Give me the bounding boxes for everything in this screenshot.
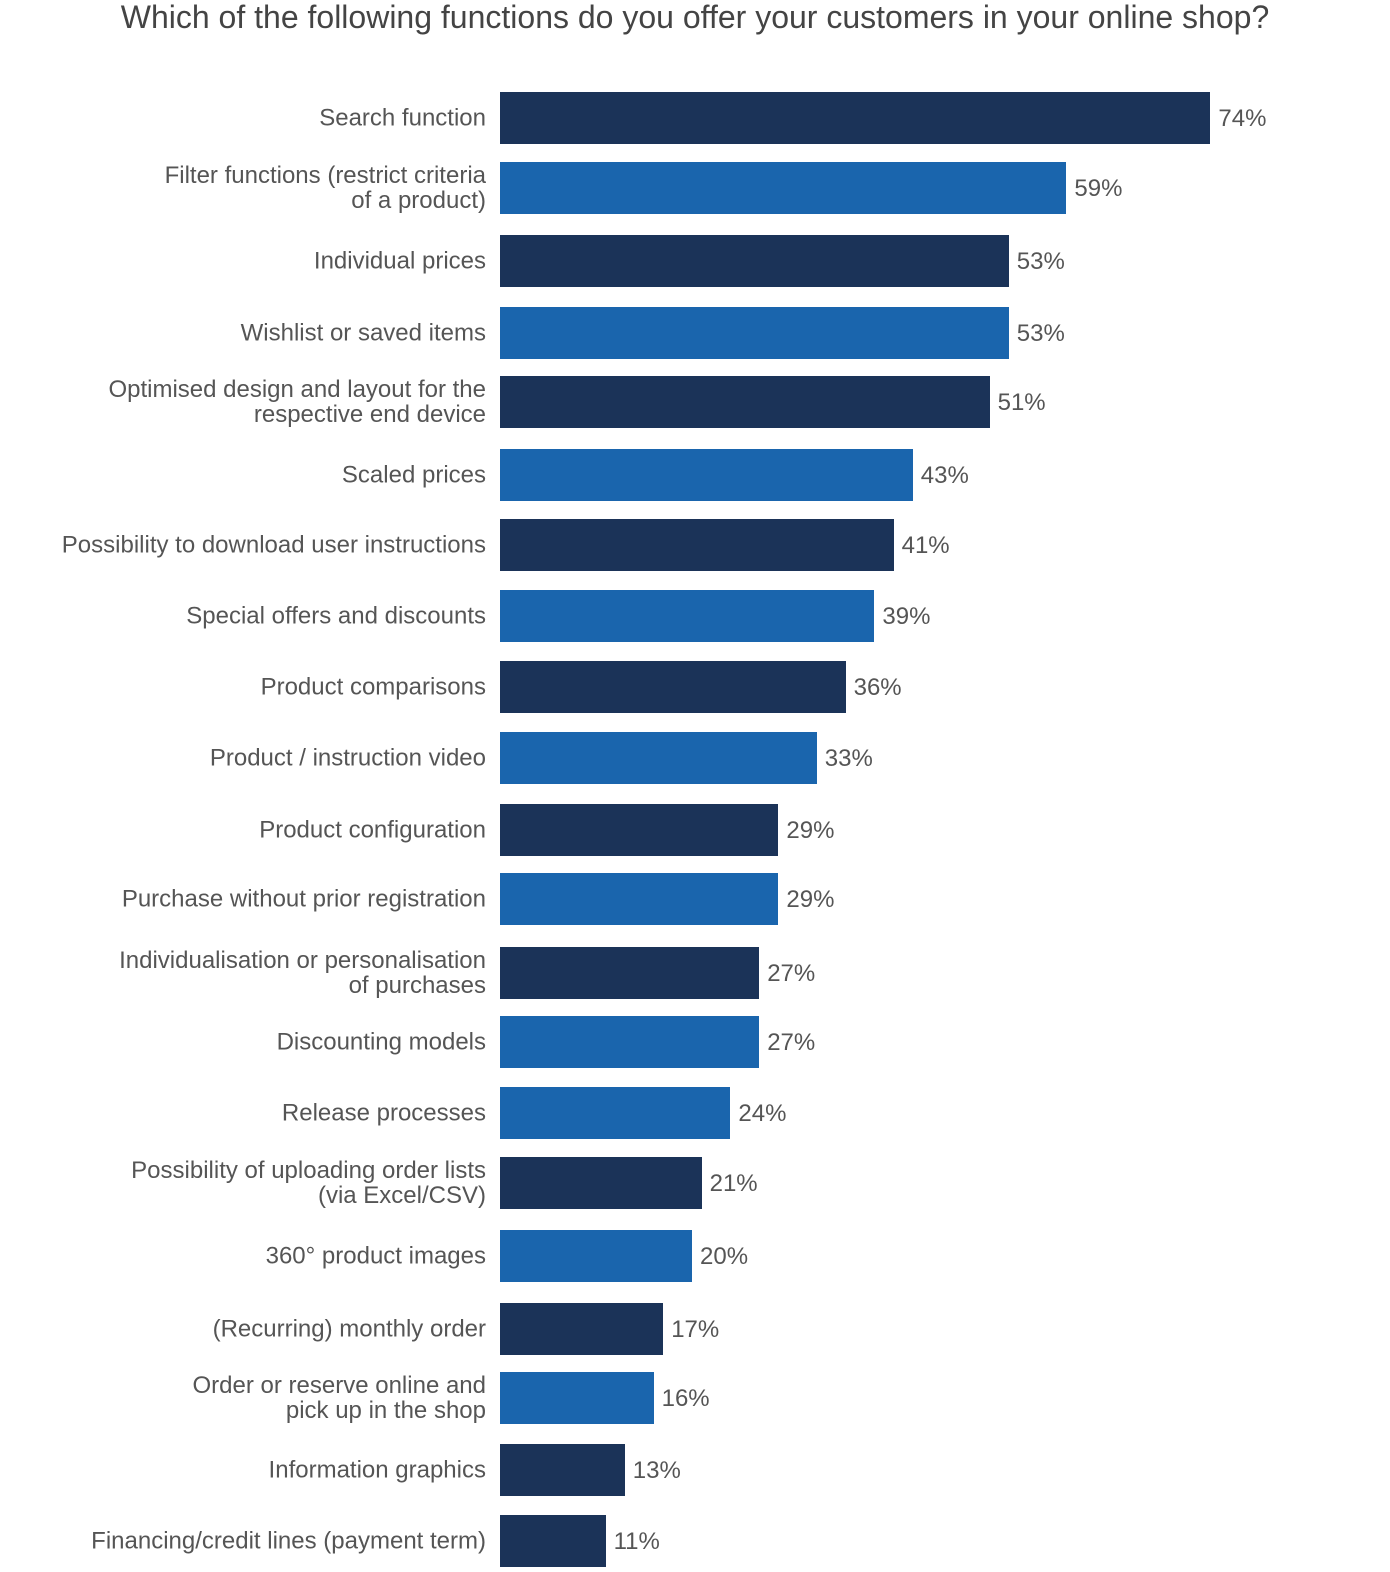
bar [500, 590, 875, 642]
category-label: Product / instruction video [209, 744, 486, 772]
bar [500, 449, 913, 501]
category-label: Scaled prices [341, 461, 486, 489]
category-label: Possibility to download user instruction… [61, 531, 486, 559]
value-label: 59% [1074, 175, 1123, 202]
bar [500, 235, 1009, 287]
category-label: Optimised design and layout for the resp… [108, 376, 486, 428]
category-label: Discounting models [276, 1028, 486, 1056]
value-label: 39% [882, 603, 931, 630]
value-label: 13% [632, 1457, 681, 1484]
category-label: 360° product images [265, 1242, 486, 1270]
bar [500, 804, 779, 856]
value-label: 43% [920, 462, 969, 489]
bar [500, 1515, 606, 1567]
category-label: Individual prices [313, 247, 486, 275]
bar [500, 376, 990, 428]
category-label: Individualisation or personalisation of … [119, 947, 486, 999]
bar [500, 1303, 664, 1355]
value-label: 27% [767, 960, 816, 987]
value-label: 51% [997, 389, 1046, 416]
category-label: Possibility of uploading order lists (vi… [131, 1157, 486, 1209]
value-label: 53% [1016, 320, 1065, 347]
bar [500, 519, 894, 571]
category-label: Filter functions (restrict criteria of a… [164, 162, 486, 214]
bar [500, 732, 817, 784]
value-label: 11% [613, 1528, 660, 1555]
value-label: 24% [738, 1100, 787, 1127]
category-label: Search function [319, 104, 486, 132]
bar [500, 1016, 760, 1068]
bar [500, 1230, 692, 1282]
bar [500, 1372, 654, 1424]
category-label: Release processes [281, 1099, 486, 1127]
bar [500, 661, 846, 713]
bar [500, 947, 760, 999]
value-label: 20% [700, 1243, 749, 1270]
value-label: 21% [709, 1170, 758, 1197]
category-label: Order or reserve online and pick up in t… [192, 1372, 486, 1424]
bar [500, 162, 1067, 214]
value-label: 53% [1016, 248, 1065, 275]
category-label: Financing/credit lines (payment term) [91, 1527, 486, 1555]
bar [500, 1157, 702, 1209]
chart-title: Which of the following functions do you … [120, 0, 1270, 35]
value-label: 29% [786, 817, 835, 844]
category-label: Product configuration [259, 816, 486, 844]
value-label: 41% [901, 532, 950, 559]
category-label: Special offers and discounts [186, 602, 486, 630]
value-label: 16% [661, 1385, 710, 1412]
category-label: Information graphics [268, 1456, 486, 1484]
category-label: Wishlist or saved items [240, 319, 486, 347]
value-label: 17% [671, 1316, 720, 1343]
bar [500, 873, 779, 925]
value-label: 27% [767, 1029, 816, 1056]
value-label: 74% [1218, 105, 1267, 132]
category-label: Purchase without prior registration [121, 885, 486, 913]
category-label: (Recurring) monthly order [212, 1315, 486, 1343]
value-label: 29% [786, 886, 835, 913]
bar [500, 92, 1211, 144]
category-label: Product comparisons [260, 673, 486, 701]
value-label: 36% [853, 674, 902, 701]
value-label: 33% [824, 745, 873, 772]
bar [500, 307, 1009, 359]
bar [500, 1444, 625, 1496]
bar [500, 1087, 731, 1139]
